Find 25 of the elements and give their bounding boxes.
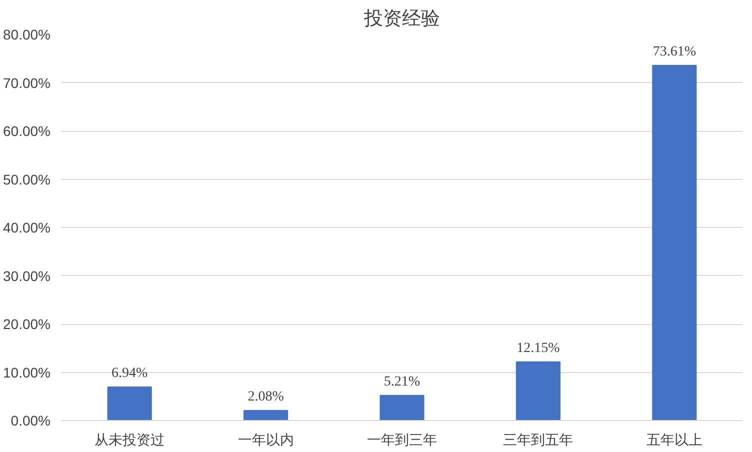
x-tick-label: 从未投资过 bbox=[94, 432, 165, 448]
data-label: 5.21% bbox=[384, 374, 420, 390]
y-tick-label: 10.00% bbox=[3, 364, 50, 380]
y-tick-label: 20.00% bbox=[3, 316, 50, 332]
bar bbox=[244, 410, 288, 420]
data-label: 6.94% bbox=[112, 366, 148, 382]
x-tick-label: 一年到三年 bbox=[367, 432, 437, 448]
data-label: 73.61% bbox=[652, 44, 696, 60]
y-tick-label: 70.00% bbox=[3, 74, 50, 91]
x-tick-label: 五年以上 bbox=[646, 432, 702, 448]
y-tick-label: 0.00% bbox=[10, 412, 51, 428]
data-label: 12.15% bbox=[516, 340, 560, 356]
bar bbox=[516, 361, 560, 420]
bar bbox=[652, 64, 697, 420]
y-tick-label: 60.00% bbox=[3, 123, 50, 139]
x-tick-label: 一年以内 bbox=[238, 432, 294, 448]
y-tick-label: 40.00% bbox=[3, 220, 50, 236]
y-tick-label: 30.00% bbox=[3, 268, 50, 284]
y-tick-label: 80.00% bbox=[3, 26, 50, 42]
bar bbox=[107, 386, 152, 420]
data-label: 2.08% bbox=[248, 389, 284, 404]
x-tick-label: 三年到五年 bbox=[503, 432, 574, 448]
y-tick-label: 50.00% bbox=[3, 171, 50, 188]
bar bbox=[380, 394, 424, 420]
chart-title: 投资经验 bbox=[363, 8, 440, 30]
